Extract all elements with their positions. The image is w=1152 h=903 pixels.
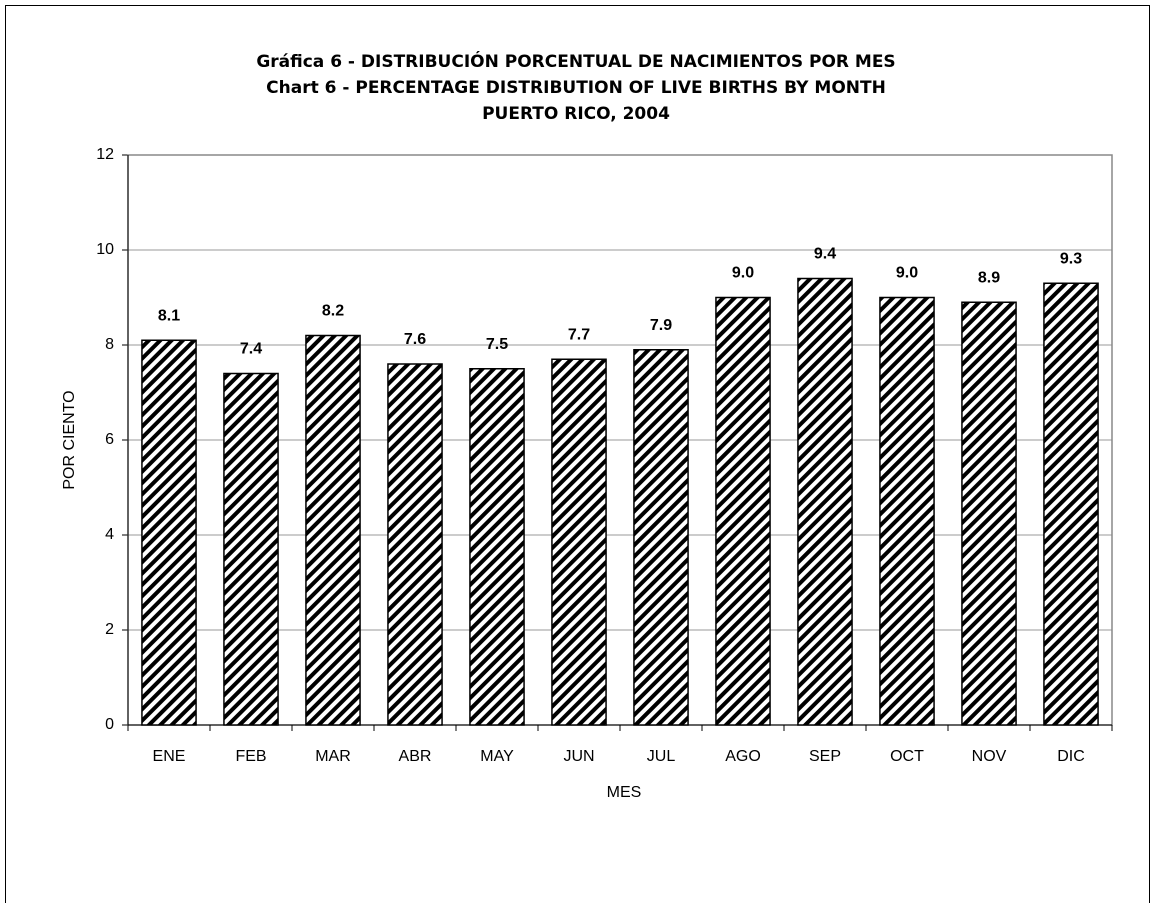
data-label: 7.9: [650, 317, 672, 334]
x-tick-label: MAR: [315, 748, 351, 765]
bar: [633, 349, 689, 726]
chart-title: Chart 6 - PERCENTAGE DISTRIBUTION OF LIV…: [266, 78, 886, 98]
y-tick-label: 4: [105, 526, 114, 543]
x-tick-label: FEB: [235, 748, 266, 765]
bar: [305, 334, 361, 726]
x-tick-label: OCT: [890, 748, 924, 765]
x-axis-label: MES: [607, 784, 642, 801]
bar: [797, 277, 853, 726]
bar: [141, 339, 197, 726]
x-tick-label: ABR: [399, 748, 432, 765]
x-tick-label: DIC: [1057, 748, 1085, 765]
y-tick-label: 2: [105, 621, 114, 638]
y-tick-label: 6: [105, 431, 114, 448]
data-label: 9.3: [1060, 250, 1082, 267]
data-label: 9.4: [814, 246, 836, 263]
x-tick-label: AGO: [725, 748, 761, 765]
frame: [5, 5, 1150, 903]
data-label: 9.0: [896, 265, 918, 282]
y-tick-label: 0: [105, 716, 114, 733]
chart-title: Gráfica 6 - DISTRIBUCIÓN PORCENTUAL DE N…: [256, 50, 895, 72]
y-tick-label: 8: [105, 336, 114, 353]
data-label: 8.2: [322, 303, 344, 320]
bar: [1043, 282, 1099, 726]
data-label: 7.6: [404, 331, 426, 348]
y-axis-label: POR CIENTO: [61, 390, 78, 489]
data-label: 7.4: [240, 341, 262, 358]
data-label: 8.1: [158, 307, 180, 324]
bar: [387, 363, 443, 726]
y-tick-label: 12: [96, 146, 114, 163]
x-tick-label: JUN: [563, 748, 594, 765]
x-tick-label: NOV: [972, 748, 1007, 765]
bar: [715, 296, 771, 726]
chart-title: PUERTO RICO, 2004: [482, 104, 670, 124]
x-tick-label: ENE: [153, 748, 186, 765]
data-label: 9.0: [732, 265, 754, 282]
bar: [961, 301, 1017, 726]
data-label: 8.9: [978, 269, 1000, 286]
x-tick-label: SEP: [809, 748, 841, 765]
data-label: 7.5: [486, 336, 508, 353]
bar: [223, 372, 279, 726]
data-label: 7.7: [568, 326, 590, 343]
x-tick-label: JUL: [647, 748, 676, 765]
bar: [879, 296, 935, 726]
bar: [469, 368, 525, 726]
x-tick-label: MAY: [480, 748, 514, 765]
bar: [551, 358, 607, 726]
y-tick-label: 10: [96, 241, 114, 258]
